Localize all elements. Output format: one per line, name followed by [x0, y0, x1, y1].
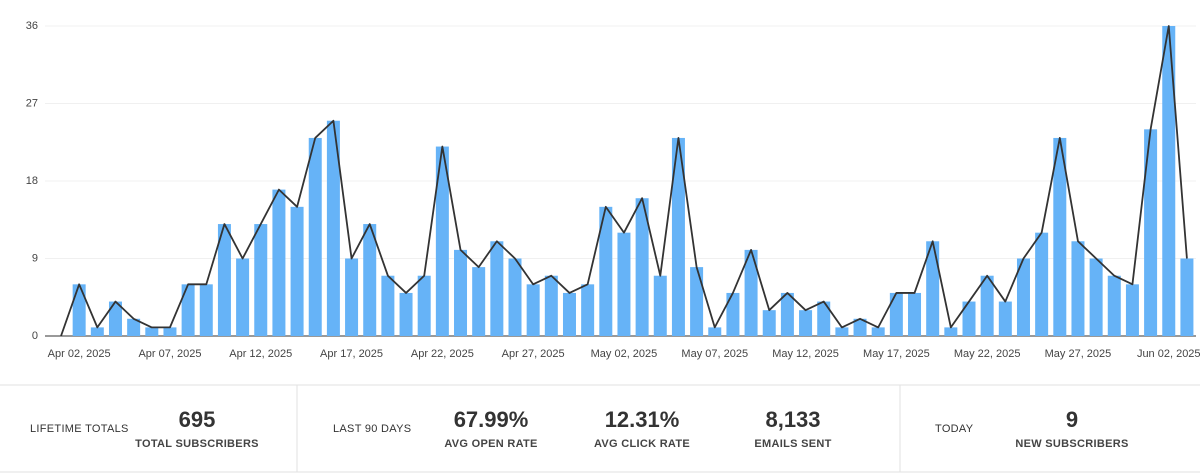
bar — [817, 301, 831, 336]
bar — [345, 258, 359, 336]
bar — [799, 310, 813, 336]
bar — [1053, 137, 1067, 336]
bar — [853, 318, 867, 336]
x-tick-label: May 07, 2025 — [681, 348, 748, 360]
bar — [726, 292, 740, 336]
bar — [690, 267, 704, 336]
stat-label: NEW SUBSCRIBERS — [1015, 438, 1128, 450]
bar — [1035, 232, 1049, 336]
bar — [780, 292, 794, 336]
bar — [399, 292, 413, 336]
bar — [199, 284, 213, 336]
bar — [581, 284, 595, 336]
x-tick-label: Apr 02, 2025 — [48, 348, 111, 360]
stat-heading: TODAY — [935, 423, 974, 435]
bar — [454, 249, 468, 336]
bar — [308, 137, 322, 336]
bar — [871, 327, 885, 336]
bar — [998, 301, 1012, 336]
x-tick-label: Apr 27, 2025 — [502, 348, 565, 360]
bar — [472, 267, 486, 336]
x-tick-label: Jun 02, 2025 — [1137, 348, 1200, 360]
bar — [908, 292, 922, 336]
bar — [1125, 284, 1139, 336]
x-tick-label: May 22, 2025 — [954, 348, 1021, 360]
y-tick-label: 27 — [26, 97, 38, 109]
x-tick-label: Apr 17, 2025 — [320, 348, 383, 360]
bar — [562, 292, 576, 336]
y-tick-label: 18 — [26, 175, 38, 187]
bar — [254, 224, 268, 336]
stat-label: AVG CLICK RATE — [594, 438, 690, 450]
stat-heading: LAST 90 DAYS — [333, 423, 411, 435]
x-tick-label: May 27, 2025 — [1045, 348, 1112, 360]
x-tick-label: May 17, 2025 — [863, 348, 930, 360]
bar — [490, 241, 504, 336]
bar — [108, 301, 122, 336]
bar — [417, 275, 431, 336]
bar — [544, 275, 558, 336]
bar — [671, 137, 685, 336]
bar — [980, 275, 994, 336]
stat-heading: LIFETIME TOTALS — [30, 423, 129, 435]
bar — [508, 258, 522, 336]
bar — [145, 327, 159, 336]
bar — [889, 292, 903, 336]
bar — [181, 284, 195, 336]
bar — [272, 189, 286, 336]
bar — [599, 206, 613, 336]
stat-value: 9 — [1066, 407, 1078, 432]
stat-label: EMAILS SENT — [754, 438, 831, 450]
bar — [1107, 275, 1121, 336]
bar — [744, 249, 758, 336]
bar — [72, 284, 86, 336]
stat-value: 8,133 — [765, 407, 820, 432]
x-tick-label: Apr 07, 2025 — [138, 348, 201, 360]
x-tick-label: Apr 22, 2025 — [411, 348, 474, 360]
bar — [1162, 26, 1176, 336]
bar — [236, 258, 250, 336]
bar — [381, 275, 395, 336]
bar — [944, 327, 958, 336]
bar — [1016, 258, 1030, 336]
bar — [127, 318, 141, 336]
bar — [163, 327, 177, 336]
x-tick-label: May 12, 2025 — [772, 348, 839, 360]
trend-line — [60, 25, 1188, 337]
stat-value: 67.99% — [454, 407, 529, 432]
stat-label: TOTAL SUBSCRIBERS — [135, 438, 259, 450]
bar — [290, 206, 304, 336]
bar — [90, 327, 104, 336]
bar — [1180, 258, 1194, 336]
bar — [708, 327, 722, 336]
bar — [326, 120, 340, 336]
bar — [363, 224, 377, 336]
x-tick-label: Apr 12, 2025 — [229, 348, 292, 360]
x-tick-label: May 02, 2025 — [591, 348, 658, 360]
bar — [1089, 258, 1103, 336]
y-tick-label: 36 — [26, 20, 38, 32]
bar — [617, 232, 631, 336]
bar — [1071, 241, 1085, 336]
bar — [926, 241, 940, 336]
bar — [526, 284, 540, 336]
bar — [217, 224, 231, 336]
y-tick-label: 0 — [32, 330, 38, 342]
stat-value: 695 — [179, 407, 216, 432]
bar — [835, 327, 849, 336]
bar — [435, 146, 449, 336]
y-tick-label: 9 — [32, 252, 38, 264]
stat-value: 12.31% — [605, 407, 680, 432]
bar — [962, 301, 976, 336]
bar — [653, 275, 667, 336]
stat-label: AVG OPEN RATE — [444, 438, 537, 450]
bar — [762, 310, 776, 336]
bar — [635, 198, 649, 336]
bar — [1144, 129, 1158, 336]
